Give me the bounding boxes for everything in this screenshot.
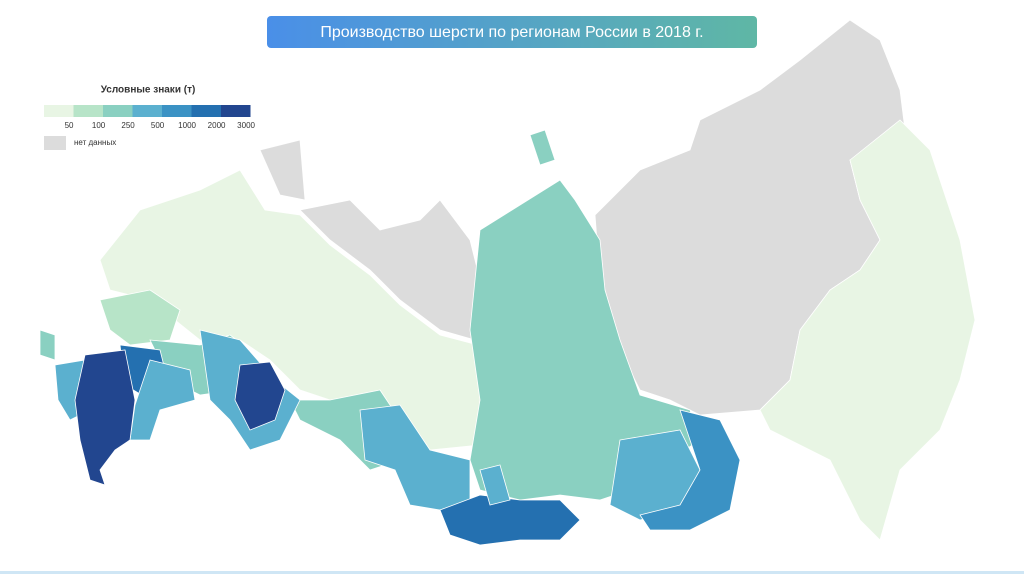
title-box [267,16,757,48]
legend-label: 50 [65,121,74,130]
legend-label: 3000 [237,121,255,130]
legend-swatch [103,105,133,117]
legend: 50 100 250 500 1000 2000 3000 нет данных [44,105,256,150]
legend-swatch [132,105,162,117]
region [234,361,286,431]
legend-label: 2000 [208,121,226,130]
legend-label: 250 [121,121,135,130]
region [39,329,56,361]
legend-label: 100 [92,121,106,130]
legend-swatch [73,105,103,117]
legend-swatch [44,105,74,117]
bottom-bar [0,571,1024,574]
legend-label: нет данных [74,138,116,147]
title: Производство шерсти по регионам России в… [320,24,703,41]
region [99,289,181,346]
region [129,359,196,441]
map [39,19,976,546]
region [74,349,136,486]
legend-label: 500 [151,121,165,130]
legend-label: 1000 [178,121,196,130]
legend-title: Условные знаки (т) [101,85,196,96]
region [439,494,581,546]
legend-swatch [221,105,251,117]
legend-swatch [191,105,221,117]
region [529,129,556,166]
region [639,409,741,531]
legend-swatch [162,105,192,117]
region [479,464,511,506]
legend-swatch [44,136,66,150]
region [259,139,306,201]
region [759,119,976,541]
